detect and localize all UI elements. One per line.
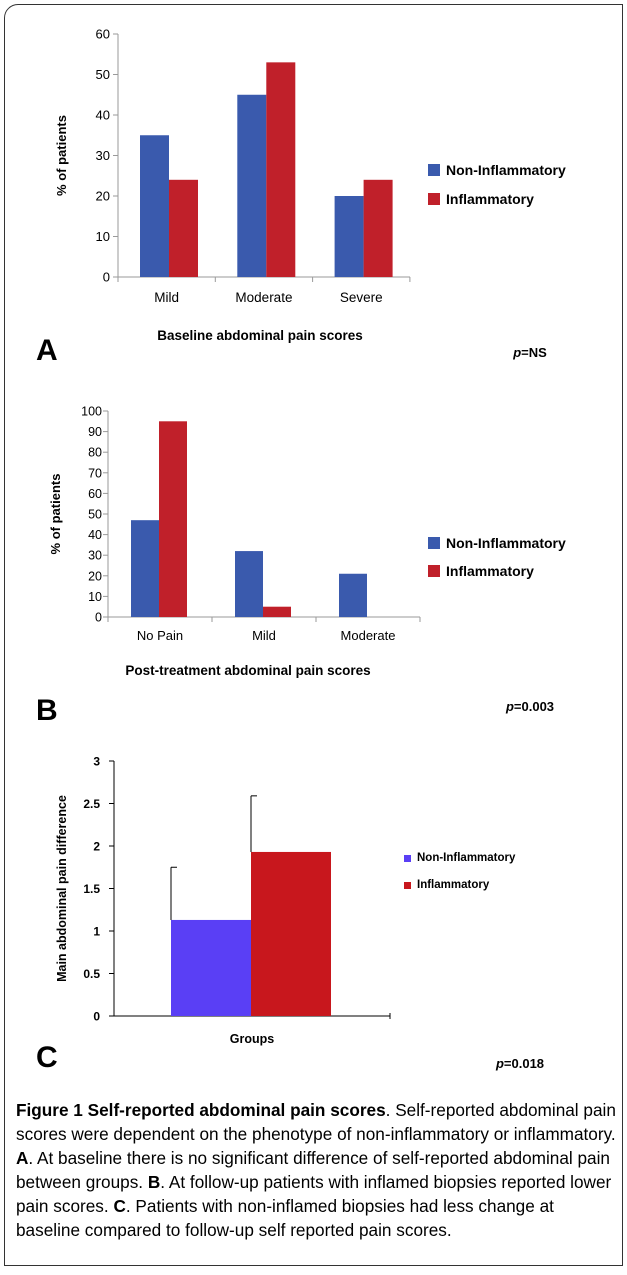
y-tick-label: 90 bbox=[88, 425, 102, 439]
panel-label: B bbox=[36, 694, 58, 727]
caption-c-label: C bbox=[113, 1196, 126, 1216]
y-tick-label: 0 bbox=[103, 270, 110, 285]
bar-inflammatory bbox=[266, 62, 296, 277]
y-tick-label: 2 bbox=[93, 840, 100, 854]
y-tick-label: 80 bbox=[88, 446, 102, 460]
bar-inflammatory bbox=[251, 851, 331, 1016]
y-tick-label: 100 bbox=[81, 405, 102, 419]
x-tick-label: Severe bbox=[340, 290, 383, 305]
caption-b-text: . At follow-up patients with inflamed bi… bbox=[16, 1172, 612, 1216]
bar-inflammatory bbox=[363, 179, 393, 277]
p-value-symbol: p bbox=[505, 699, 514, 714]
y-tick-label: 70 bbox=[88, 466, 102, 480]
y-tick-label: 30 bbox=[88, 549, 102, 563]
caption-a-label: A bbox=[16, 1148, 29, 1168]
bar-non-inflammatory bbox=[140, 135, 169, 277]
legend-entry: Inflammatory bbox=[446, 563, 534, 579]
y-tick-label: 40 bbox=[88, 528, 102, 542]
bar-non-inflammatory bbox=[237, 94, 267, 277]
legend-entry: Non-Inflammatory bbox=[446, 535, 566, 551]
legend-swatch bbox=[428, 537, 440, 549]
p-value-number: =NS bbox=[521, 345, 547, 360]
bar-inflammatory bbox=[159, 421, 187, 617]
y-tick-label: 60 bbox=[96, 27, 110, 42]
bar-non-inflammatory bbox=[235, 551, 263, 617]
y-tick-label: 1.5 bbox=[83, 882, 100, 896]
figure-frame bbox=[4, 4, 623, 1266]
x-tick-label: No Pain bbox=[137, 628, 183, 643]
x-tick-label: Mild bbox=[252, 628, 276, 643]
legend-swatch bbox=[404, 882, 411, 889]
legend-swatch bbox=[428, 565, 440, 577]
x-tick-label: Mild bbox=[154, 290, 179, 305]
y-tick-label: 50 bbox=[96, 67, 110, 82]
y-tick-label: 0 bbox=[95, 611, 102, 625]
y-tick-label: 40 bbox=[96, 108, 110, 123]
p-value-number: =0.003 bbox=[514, 699, 554, 714]
x-tick-label: Moderate bbox=[341, 628, 396, 643]
p-value-symbol: p bbox=[512, 345, 521, 360]
caption-c-text: . Patients with non-inflamed biopsies ha… bbox=[16, 1196, 554, 1240]
legend-entry: Non-Inflammatory bbox=[417, 852, 516, 864]
x-tick-label: Moderate bbox=[235, 290, 292, 305]
x-axis-label: Groups bbox=[230, 1032, 274, 1046]
y-tick-label: 60 bbox=[88, 487, 102, 501]
bar-non-inflammatory bbox=[131, 520, 159, 617]
bar-inflammatory bbox=[169, 179, 198, 277]
p-value: p=0.018 bbox=[495, 1056, 544, 1071]
caption-body: . Self-reported abdominal pain scores we… bbox=[16, 1100, 616, 1144]
caption-a-text: . At baseline there is no significant di… bbox=[16, 1148, 610, 1192]
bar-inflammatory bbox=[263, 606, 291, 617]
legend-swatch bbox=[428, 164, 440, 176]
y-tick-label: 50 bbox=[88, 508, 102, 522]
p-value-number: =0.018 bbox=[504, 1056, 544, 1071]
x-axis-label: Post-treatment abdominal pain scores bbox=[125, 663, 370, 678]
p-value: p=0.003 bbox=[505, 699, 554, 714]
panel-label: A bbox=[36, 334, 58, 367]
p-value-symbol: p bbox=[495, 1056, 504, 1071]
caption-title: Self-reported abdominal pain scores bbox=[87, 1100, 386, 1120]
legend-entry: Non-Inflammatory bbox=[446, 162, 566, 178]
y-tick-label: 10 bbox=[96, 229, 110, 244]
x-axis-label: Baseline abdominal pain scores bbox=[157, 328, 363, 343]
y-tick-label: 0 bbox=[93, 1010, 100, 1024]
legend-entry: Inflammatory bbox=[417, 879, 490, 891]
y-tick-label: 20 bbox=[96, 189, 110, 204]
y-axis-label: % of patients bbox=[54, 115, 69, 196]
bar-non-inflammatory bbox=[171, 919, 251, 1016]
panel-label: C bbox=[36, 1041, 58, 1074]
y-tick-label: 20 bbox=[88, 569, 102, 583]
bar-non-inflammatory bbox=[339, 573, 367, 617]
y-tick-label: 2.5 bbox=[83, 797, 100, 811]
y-tick-label: 0.5 bbox=[83, 967, 100, 981]
legend-swatch bbox=[428, 193, 440, 205]
p-value: p=NS bbox=[512, 345, 547, 360]
y-tick-label: 10 bbox=[88, 590, 102, 604]
y-tick-label: 3 bbox=[93, 755, 100, 769]
figure-caption: Figure 1 Self-reported abdominal pain sc… bbox=[16, 1098, 616, 1242]
y-axis-label: % of patients bbox=[48, 474, 63, 555]
caption-figure-label: Figure 1 bbox=[16, 1100, 83, 1120]
y-axis-label: Main abdominal pain difference bbox=[55, 795, 69, 982]
legend-swatch bbox=[404, 855, 411, 862]
y-tick-label: 1 bbox=[93, 925, 100, 939]
y-tick-label: 30 bbox=[96, 148, 110, 163]
caption-b-label: B bbox=[147, 1172, 161, 1192]
bar-non-inflammatory bbox=[334, 196, 364, 277]
legend-entry: Inflammatory bbox=[446, 191, 534, 207]
